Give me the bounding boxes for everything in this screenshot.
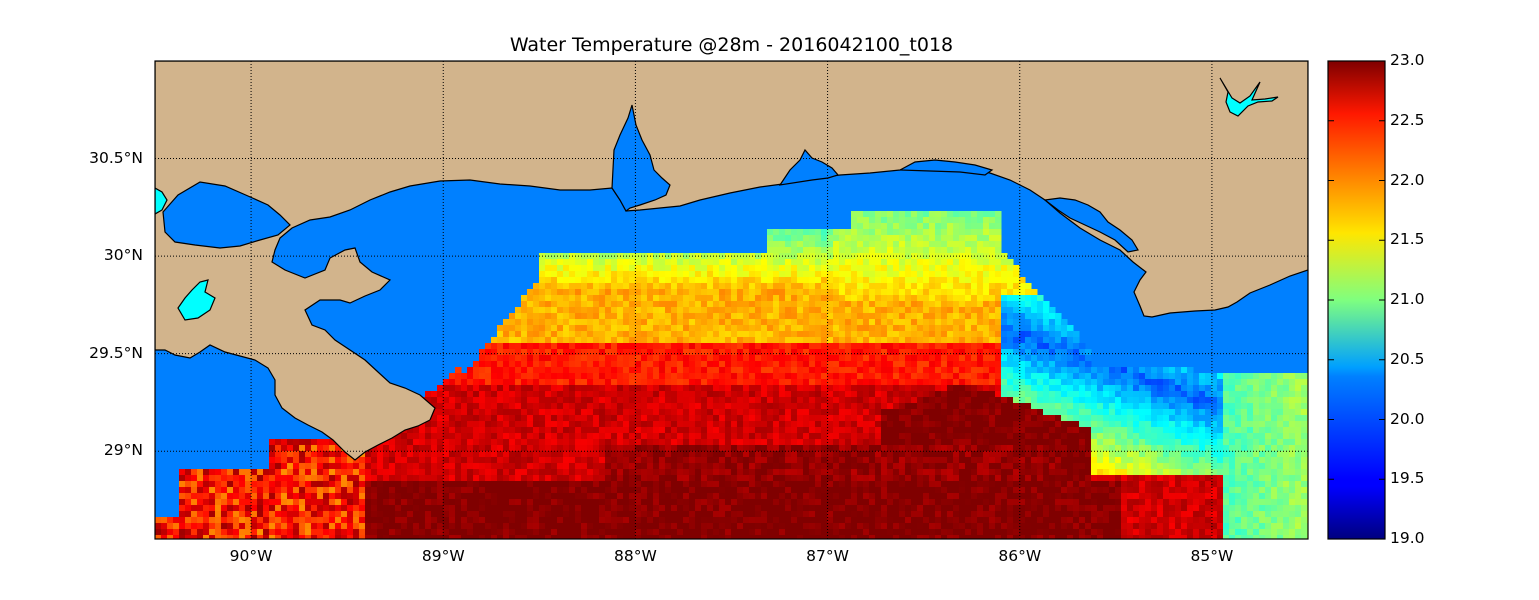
choctawhatchee-bay [897,159,994,176]
y-tick-label: 29°N [103,441,143,460]
x-tick-label: 88°W [614,547,657,565]
map-title: Water Temperature @28m - 2016042100_t018 [509,34,954,56]
apalachicola-bay [1043,197,1139,253]
colorbar-tick-label: 19.0 [1390,529,1425,547]
y-tick-label: 30°N [103,246,143,265]
colorbar-tick-label: 20.5 [1390,349,1425,368]
colorbar-tick-label: 22.5 [1390,110,1425,129]
colorbar-tick-label: 19.5 [1390,469,1425,488]
x-tick-label: 87°W [806,547,849,565]
temperature-field [155,211,1308,539]
y-tick-label: 30.5°N [89,148,143,167]
y-tick-label: 29.5°N [89,343,143,362]
map-frame [154,60,1309,540]
colorbar-tick-label: 23.0 [1390,51,1425,69]
colorbar-tick-label: 21.0 [1390,290,1425,308]
colorbar-tick-label: 20.0 [1390,409,1425,428]
x-tick-label: 86°W [998,547,1042,565]
colorbar-tick-label: 21.5 [1390,230,1425,249]
colorbar-ticks [1328,60,1385,540]
x-tick-label: 85°W [1190,547,1234,565]
pensacola-bay [778,148,840,186]
x-tick-label: 90°W [229,547,273,565]
colorbar [1327,60,1386,540]
lake-maurepas [155,187,168,215]
lake-pontchartrain [162,181,291,249]
x-tick-label: 89°W [421,547,465,565]
mobile-bay [611,104,671,212]
lake-salvador [177,279,216,321]
colorbar-tick-label: 22.0 [1390,170,1425,189]
graticule [155,61,1308,539]
apalachee-lake [1219,77,1279,117]
